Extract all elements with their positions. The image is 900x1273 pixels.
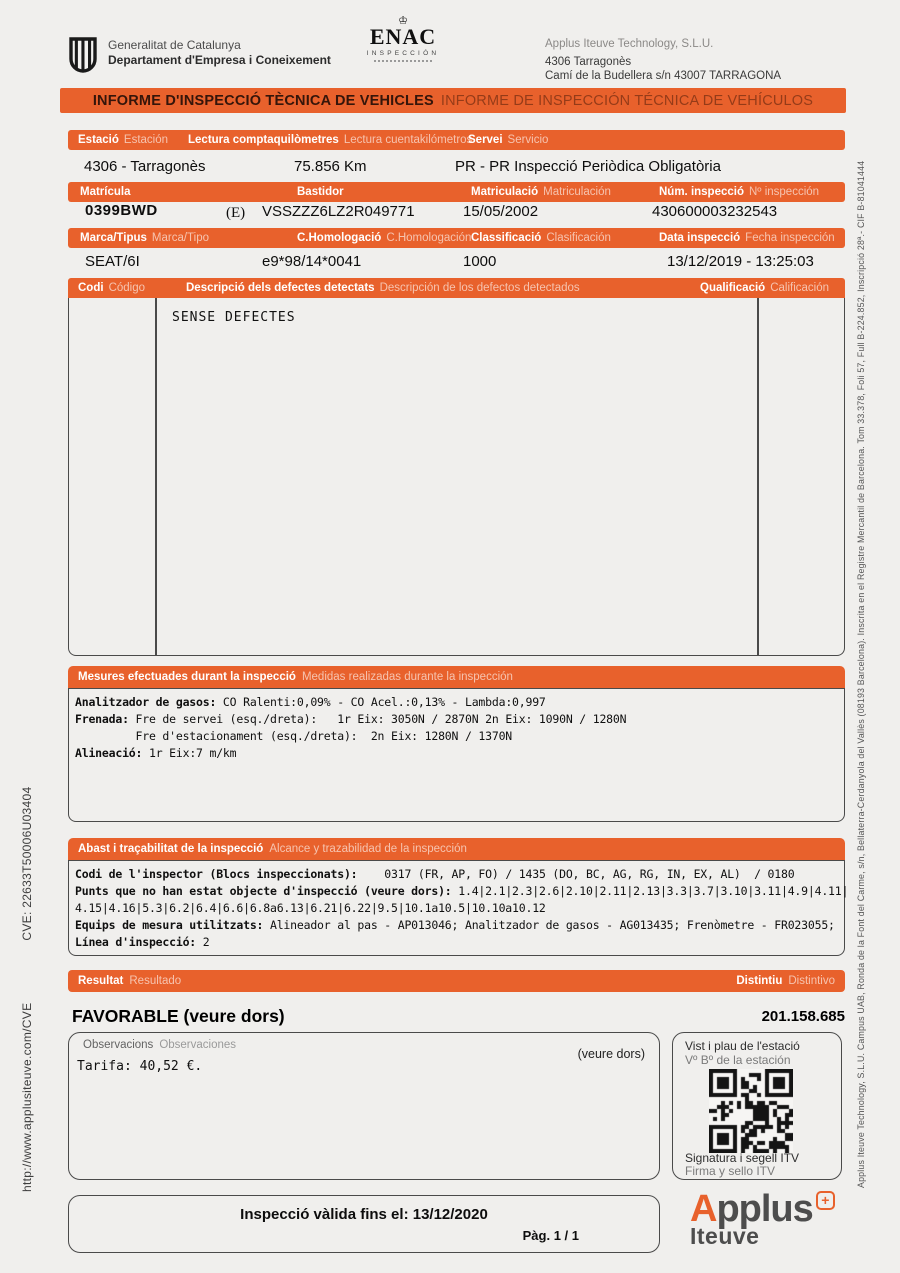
company-address: Camí de la Budellera s/n 43007 TARRAGONA (545, 70, 782, 82)
enac-logo: ♔ ENAC INSPECCIÓN (358, 16, 448, 62)
report-title-es: INFORME DE INSPECCIÓN TÉCNICA DE VEHÍCUL… (440, 92, 814, 109)
applus-iteuve-logo: A pplus + Iteuve (690, 1190, 835, 1250)
value-bastidor: VSSZZZ6LZ2R049771 (262, 203, 415, 220)
main-title-banner: INFORME D'INSPECCIÓ TÈCNICA DE VEHICLES … (60, 88, 846, 113)
cve-code: CVE: 22633T50006U03404 (20, 786, 34, 941)
label-matriculacio: Matriculació (471, 186, 539, 198)
field-bar-make: Marca/Tipus Marca/Tipo C.Homologació C.H… (68, 228, 845, 248)
mesures-title-es: Medidas realizadas durante la inspección (301, 671, 513, 683)
mesures-line: Frenada: Fre de servei (esq./dreta): 1r … (75, 712, 627, 726)
value-marca: SEAT/6I (85, 253, 140, 270)
observations-box: Observacions Observaciones (veure dors) … (68, 1032, 660, 1180)
abast-line: 4.15|4.16|5.3|6.2|6.4|6.6|6.8a6.13|6.21|… (75, 901, 546, 915)
value-data-inspeccio: 13/12/2019 - 13:25:03 (667, 253, 814, 270)
observations-content: Tarifa: 40,52 €. (77, 1059, 203, 1074)
field-bar-station: Estació Estación Lectura comptaquilòmetr… (68, 130, 845, 150)
mesures-line: Fre d'estacionament (esq./dreta): 2n Eix… (75, 729, 513, 743)
label-marca: Marca/Tipus (80, 232, 147, 244)
distintiu-value: 201.158.685 (761, 1008, 845, 1025)
value-estacio: 4306 - Tarragonès (84, 158, 206, 175)
qr-code (709, 1069, 793, 1153)
observations-note: (veure dors) (577, 1047, 645, 1061)
label-num-inspeccio: Núm. inspecció (659, 186, 744, 198)
label-distintiu: Distintiu (736, 975, 783, 987)
defects-table: SENSE DEFECTES (68, 298, 845, 656)
abast-title-es: Alcance y trazabilidad de la inspección (269, 843, 467, 855)
label-data-inspeccio: Data inspecció (659, 232, 741, 244)
value-country: (E) (226, 205, 246, 221)
abast-line: Codi de l'inspector (Blocs inspeccionats… (75, 867, 795, 881)
value-lectura: 75.856 Km (294, 158, 367, 175)
validity-box: Inspecció vàlida fins el: 13/12/2020 Pàg… (68, 1195, 660, 1253)
abast-line: Equips de mesura utilitzats: Alineador a… (75, 918, 835, 932)
validity-text: Inspecció vàlida fins el: 13/12/2020 (240, 1206, 488, 1223)
observations-label: Observacions Observaciones (83, 1039, 237, 1051)
abast-header-bar: Abast i traçabilitat de la inspecció Alc… (68, 838, 845, 860)
result-header-bar: Resultat Resultado Distintiu Distintivo (68, 970, 845, 992)
enac-fineprint (374, 60, 432, 62)
applus-logo-subtext: Iteuve (690, 1223, 760, 1249)
label-bastidor: Bastidor (297, 186, 344, 198)
side-left-text: http://www.applusiteuve.com/CVE CVE: 226… (20, 742, 34, 1192)
mesures-box: Analitzador de gasos: CO Ralenti:0,09% -… (68, 688, 845, 822)
label-resultat: Resultat (78, 975, 124, 987)
abast-box: Codi de l'inspector (Blocs inspeccionats… (68, 860, 849, 956)
generalitat-shield-icon (69, 37, 97, 73)
applus-plus-icon: + (815, 1191, 835, 1210)
defects-content: SENSE DEFECTES (172, 310, 296, 325)
enac-crown-icon: ♔ (398, 15, 408, 27)
abast-line: Línea d'inspecció: 2 (75, 935, 210, 949)
signature-label-es: Firma y sello ITV (685, 1164, 776, 1178)
generalitat-name: Generalitat de Catalunya (108, 38, 241, 52)
value-matricula: 0399BWD (85, 202, 158, 219)
company-station: 4306 Tarragonès (545, 56, 632, 68)
label-descripcio: Descripció dels defectes detectats (186, 282, 375, 294)
label-classificacio: Classificació (471, 232, 542, 244)
station-approval-box: Vist i plau de l'estació Vº Bº de la est… (672, 1032, 842, 1180)
applus-logo-a: A (690, 1188, 717, 1230)
applus-logo-text: pplus (716, 1188, 813, 1230)
company-header: Applus Iteuve Technology, S.L.U. 4306 Ta… (545, 38, 781, 83)
generalitat-header: Generalitat de Catalunya Departament d'E… (68, 36, 331, 74)
defects-header-bar: Codi Código Descripció dels defectes det… (68, 278, 845, 298)
cve-url: http://www.applusiteuve.com/CVE (20, 1002, 34, 1192)
mesures-line: Alineació: 1r Eix:7 m/km (75, 746, 237, 760)
field-bar-plate: Matrícula Bastidor Matriculació Matricul… (68, 182, 845, 202)
label-matricula: Matrícula (80, 186, 131, 198)
value-num-inspeccio: 430600003232543 (652, 203, 778, 220)
value-classificacio: 1000 (463, 253, 497, 270)
label-homologacio: C.Homologació (297, 232, 382, 244)
abast-title-ca: Abast i traçabilitat de la inspecció (78, 843, 264, 855)
company-name: Applus Iteuve Technology, S.L.U. (545, 38, 714, 50)
mesures-line: Analitzador de gasos: CO Ralenti:0,09% -… (75, 695, 546, 709)
mesures-header-bar: Mesures efectuades durant la inspecció M… (68, 666, 845, 688)
value-servei: PR - PR Inspecció Periòdica Obligatòria (455, 158, 721, 175)
label-estacio: Estació (78, 134, 119, 146)
vist-label-ca: Vist i plau de l'estació (685, 1039, 800, 1053)
label-servei: Servei (468, 134, 503, 146)
defects-column-divider (757, 298, 759, 655)
vist-label-es: Vº Bº de la estación (685, 1053, 791, 1067)
signature-label-ca: Signatura i segell ITV (685, 1151, 800, 1165)
company-legal-text: Applus Iteuve Technology, S.L.U. Campus … (856, 160, 866, 1188)
page-number: Pàg. 1 / 1 (522, 1228, 579, 1243)
value-homologacio: e9*98/14*0041 (262, 253, 362, 270)
value-matriculacio: 15/05/2002 (463, 203, 539, 220)
result-value: FAVORABLE (veure dors) (72, 1006, 285, 1026)
label-qualificacio: Qualificació (700, 282, 766, 294)
label-codi: Codi (78, 282, 104, 294)
generalitat-department: Departament d'Empresa i Coneixement (108, 53, 331, 67)
report-title-ca: INFORME D'INSPECCIÓ TÈCNICA DE VEHICLES (92, 92, 434, 109)
defects-column-divider (155, 298, 157, 655)
abast-line: Punts que no han estat objecte d'inspecc… (75, 884, 849, 898)
mesures-title-ca: Mesures efectuades durant la inspecció (78, 671, 296, 683)
enac-name: ENAC (369, 24, 437, 49)
side-right-legal-text: Applus Iteuve Technology, S.L.U. Campus … (856, 108, 866, 1188)
enac-subtitle: INSPECCIÓN (366, 50, 440, 57)
label-lectura: Lectura comptaquilòmetres (188, 134, 339, 146)
